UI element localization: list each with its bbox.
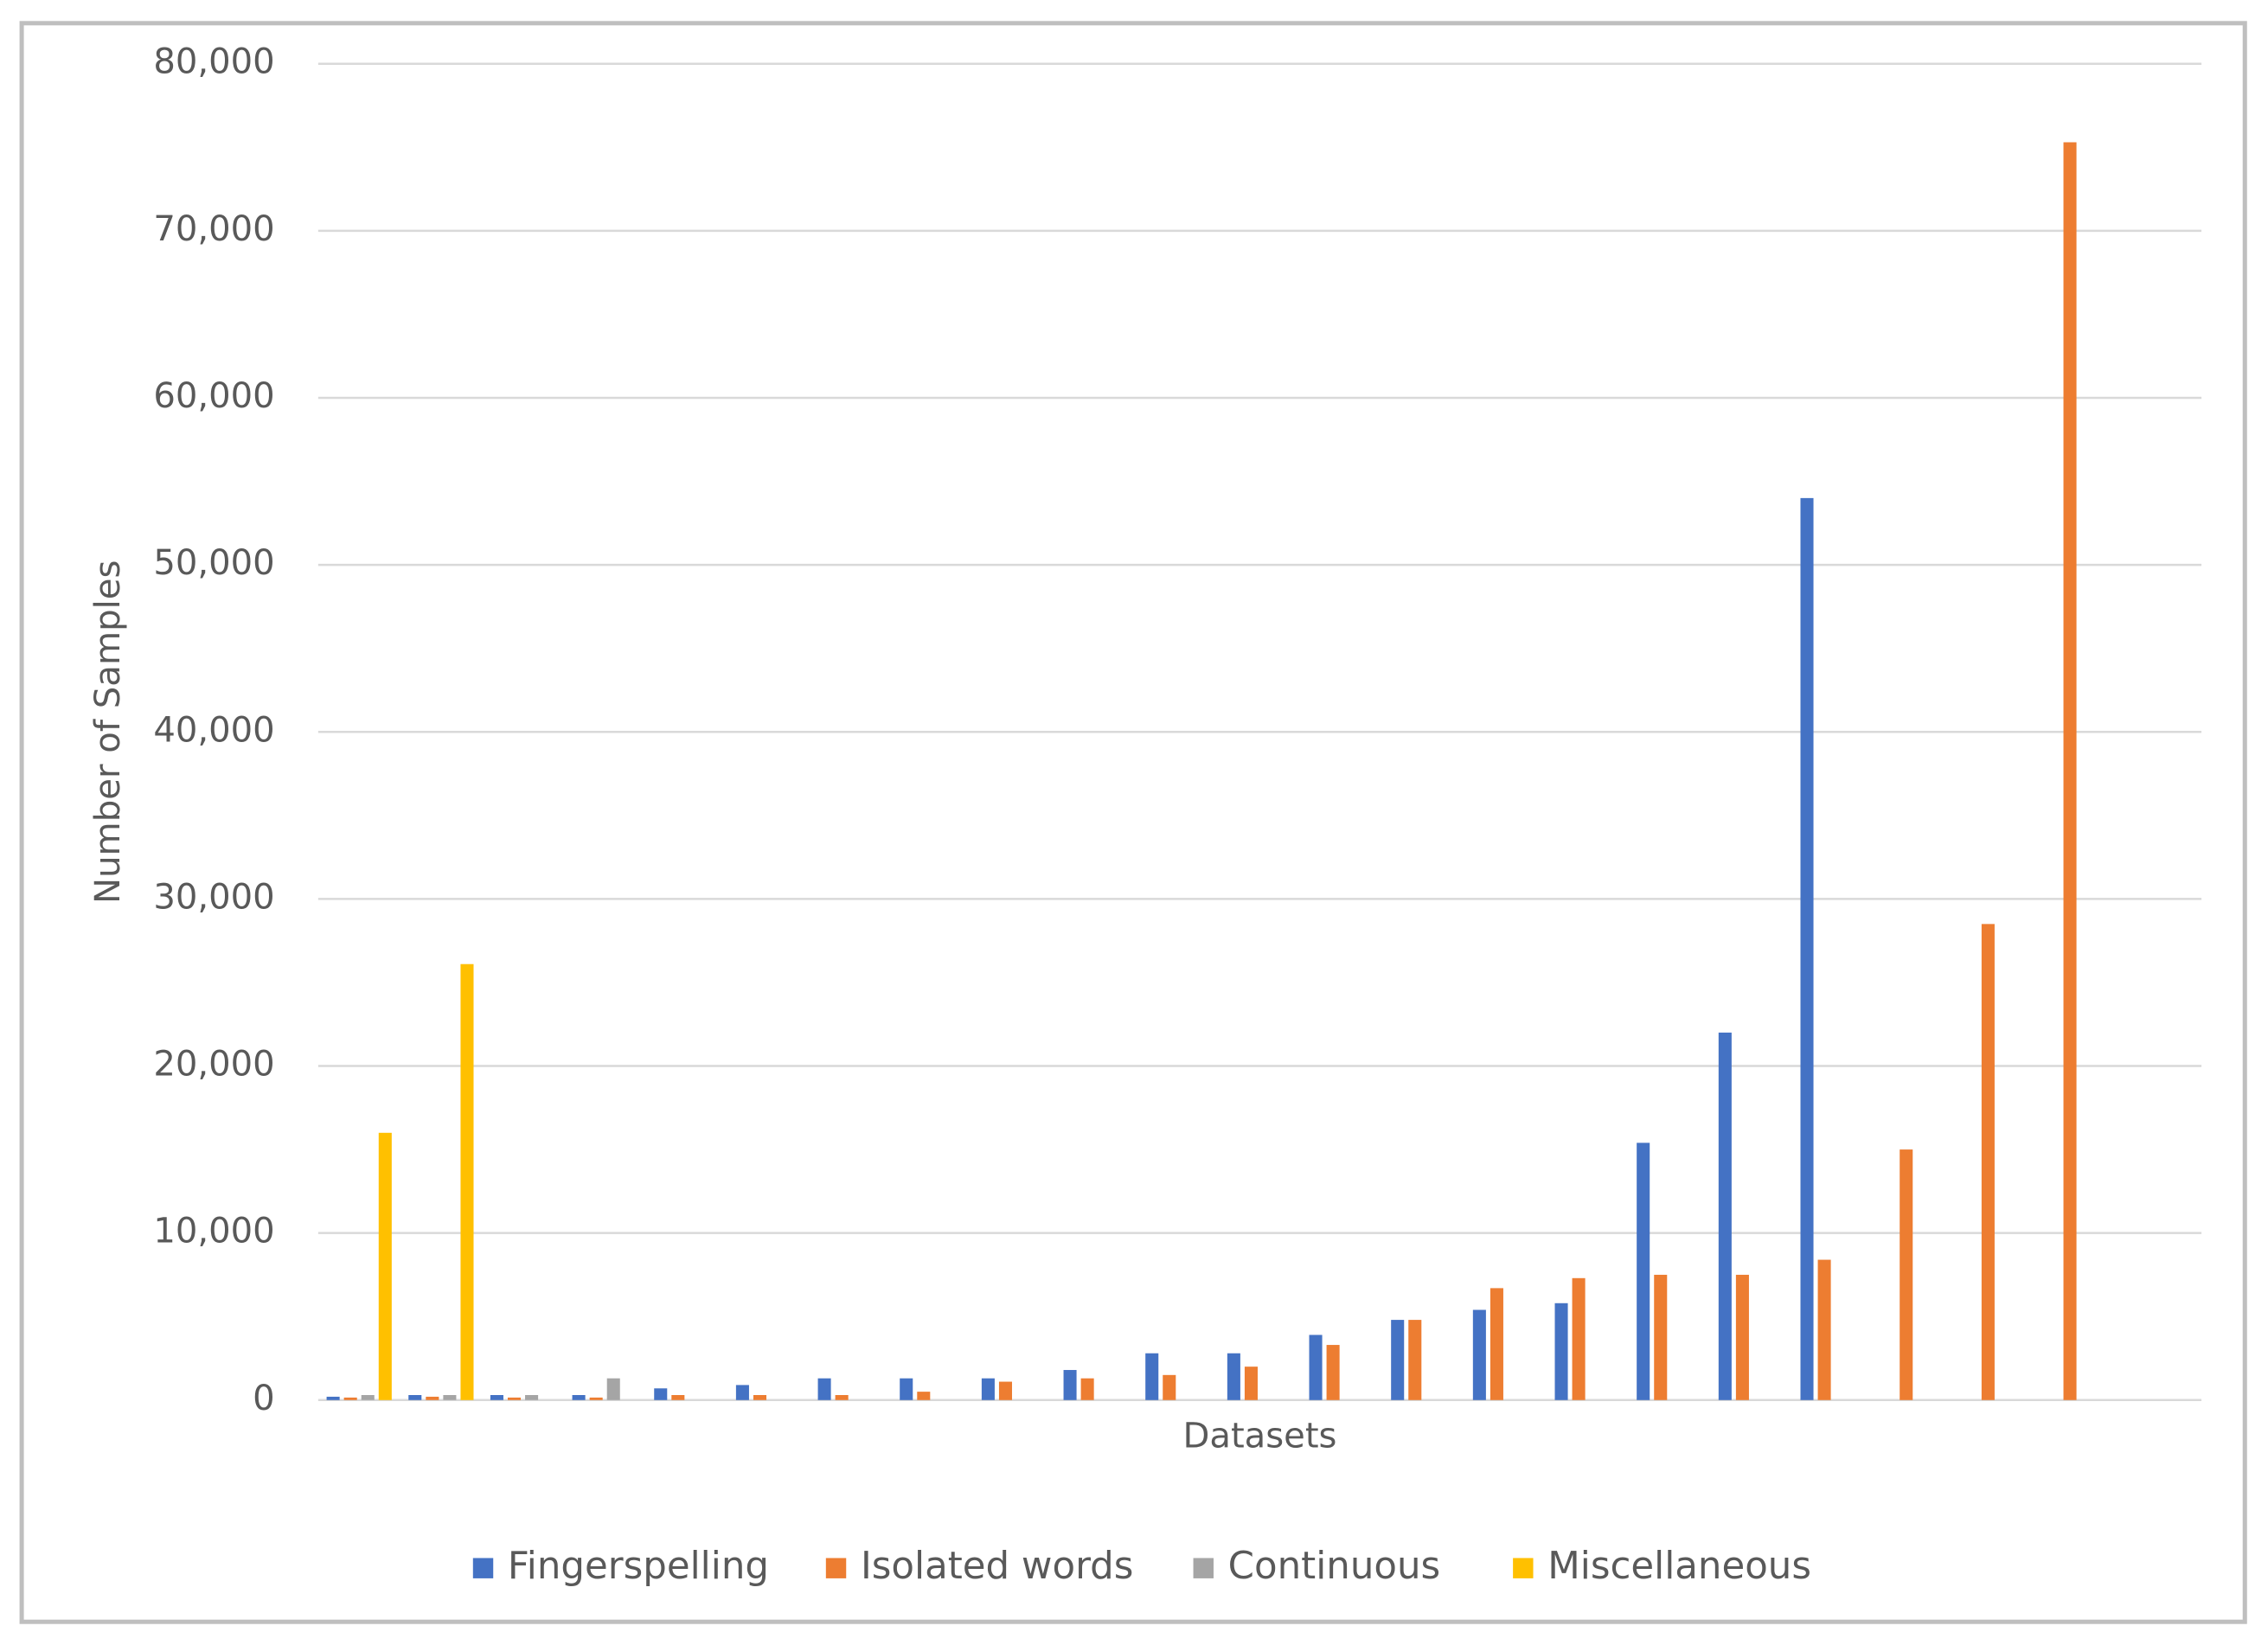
bar [1735,1274,1749,1400]
bar [1637,1143,1650,1400]
bar [1227,1353,1240,1400]
bar [378,1132,392,1400]
y-tick-label: 50,000 [153,543,274,583]
y-axis-title: Number of Samples [88,560,128,904]
bar [1472,1309,1486,1400]
bar [1244,1367,1258,1400]
legend-swatch [1513,1558,1534,1578]
bar [343,1397,357,1400]
bar [1718,1032,1732,1400]
bar [1817,1259,1831,1400]
bar [1490,1288,1503,1400]
bar [589,1397,603,1400]
y-tick-label: 30,000 [153,877,274,917]
bar [2063,142,2077,1400]
bar [671,1395,685,1400]
bar [998,1381,1012,1400]
bar [361,1395,375,1400]
bar [1654,1274,1668,1400]
x-axis-title: Datasets [1182,1416,1336,1456]
legend-label: Fingerspelling [508,1545,769,1588]
legend-label: Continuous [1228,1545,1441,1588]
legend-swatch [472,1558,494,1578]
bar [835,1395,849,1400]
bar [426,1396,439,1400]
bar [1145,1353,1159,1400]
bar [460,963,474,1400]
bar [525,1395,539,1400]
y-tick-label: 10,000 [153,1212,274,1251]
y-tick-label: 20,000 [153,1045,274,1085]
bar [900,1378,913,1400]
chart-frame [19,21,2247,1624]
bar [1981,924,1995,1400]
bar [1408,1320,1422,1400]
bar [1800,497,1814,1400]
legend-label: Isolated words [861,1545,1133,1588]
bar [1080,1378,1094,1400]
bar [1554,1303,1568,1400]
bar [572,1395,586,1400]
bar [1309,1335,1323,1400]
bar [326,1396,340,1400]
legend-swatch [1193,1558,1214,1578]
bar [1326,1345,1340,1400]
bar [1391,1320,1405,1400]
bar [1063,1370,1077,1400]
bar [408,1395,422,1400]
bar [443,1395,457,1400]
bar [735,1385,749,1400]
bar [917,1392,931,1400]
y-tick-label: 40,000 [153,710,274,750]
bar [654,1388,668,1400]
y-tick-label: 80,000 [153,42,274,82]
bar [606,1378,620,1400]
y-tick-label: 60,000 [153,376,274,416]
bar [507,1397,522,1400]
bar [981,1378,995,1400]
bar [1572,1277,1586,1400]
bar [1163,1374,1176,1400]
bar [1900,1149,1913,1400]
y-tick-label: 70,000 [153,209,274,249]
bar [753,1395,767,1400]
bar [490,1395,503,1400]
bar [817,1378,831,1400]
legend-swatch [825,1558,847,1578]
legend-label: Miscellaneous [1547,1545,1811,1588]
y-tick-label: 0 [253,1379,275,1418]
